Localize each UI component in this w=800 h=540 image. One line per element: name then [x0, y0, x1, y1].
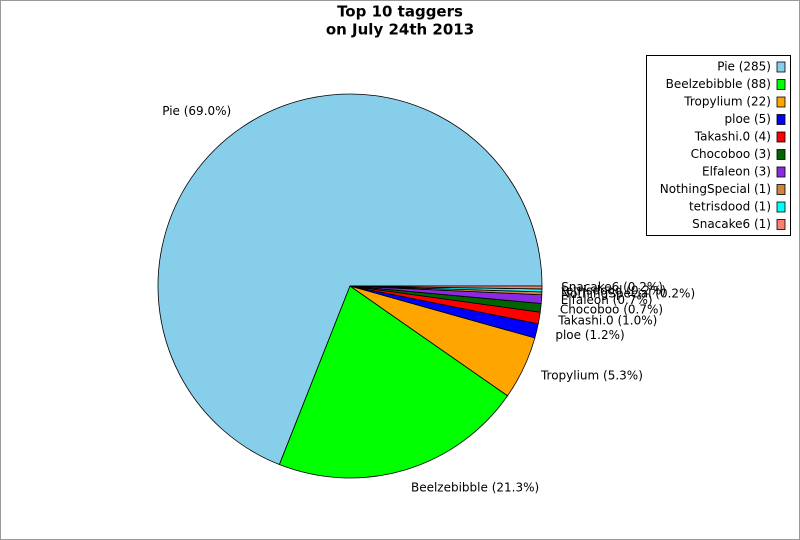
- legend-swatch: [776, 184, 786, 195]
- legend-label: NothingSpecial (1): [660, 182, 771, 196]
- legend-label: Takashi.0 (4): [694, 130, 771, 144]
- legend-label: tetrisdood (1): [689, 200, 771, 214]
- slice-label: Beelzebibble (21.3%): [411, 481, 539, 495]
- legend-label: ploe (5): [725, 112, 772, 126]
- legend-label: Tropylium (22): [683, 95, 771, 109]
- legend-swatch: [776, 114, 786, 125]
- legend-label: Pie (285): [717, 60, 771, 74]
- slice-label: Pie (69.0%): [162, 104, 231, 118]
- legend-swatch: [776, 61, 786, 73]
- slice-label: Snacake6 (0.2%): [561, 280, 663, 294]
- slice-label: tetrisdood (0.2%): [561, 283, 666, 297]
- legend-swatch: [776, 149, 786, 160]
- legend-label: Beelzebibble (88): [666, 77, 771, 91]
- legend-swatch: [776, 201, 786, 213]
- legend-swatch: [776, 131, 786, 143]
- chart-title: Top 10 taggers: [337, 3, 463, 21]
- chart-title: on July 24th 2013: [326, 21, 474, 39]
- slice-label: Takashi.0 (1.0%): [557, 314, 657, 328]
- legend-swatch: [776, 96, 786, 108]
- slice-label: Tropylium (5.3%): [540, 369, 643, 383]
- legend-label: Elfaleon (3): [702, 165, 771, 179]
- legend-box: [646, 55, 791, 236]
- legend-swatch: [776, 79, 786, 90]
- slice-label: Chocoboo (0.7%): [560, 303, 663, 317]
- legend-swatch: [776, 166, 786, 178]
- slice-label: NothingSpecial (0.2%): [561, 287, 695, 301]
- legend-label: Chocoboo (3): [691, 147, 771, 161]
- pie-slice: [157, 93, 543, 466]
- pie-slice: [349, 285, 543, 290]
- slice-label: Elfaleon (0.7%): [561, 293, 653, 307]
- legend-label: Snacake6 (1): [692, 217, 771, 231]
- slice-label: ploe (1.2%): [555, 328, 624, 342]
- legend-swatch: [776, 219, 786, 230]
- pie-slice: [278, 285, 509, 479]
